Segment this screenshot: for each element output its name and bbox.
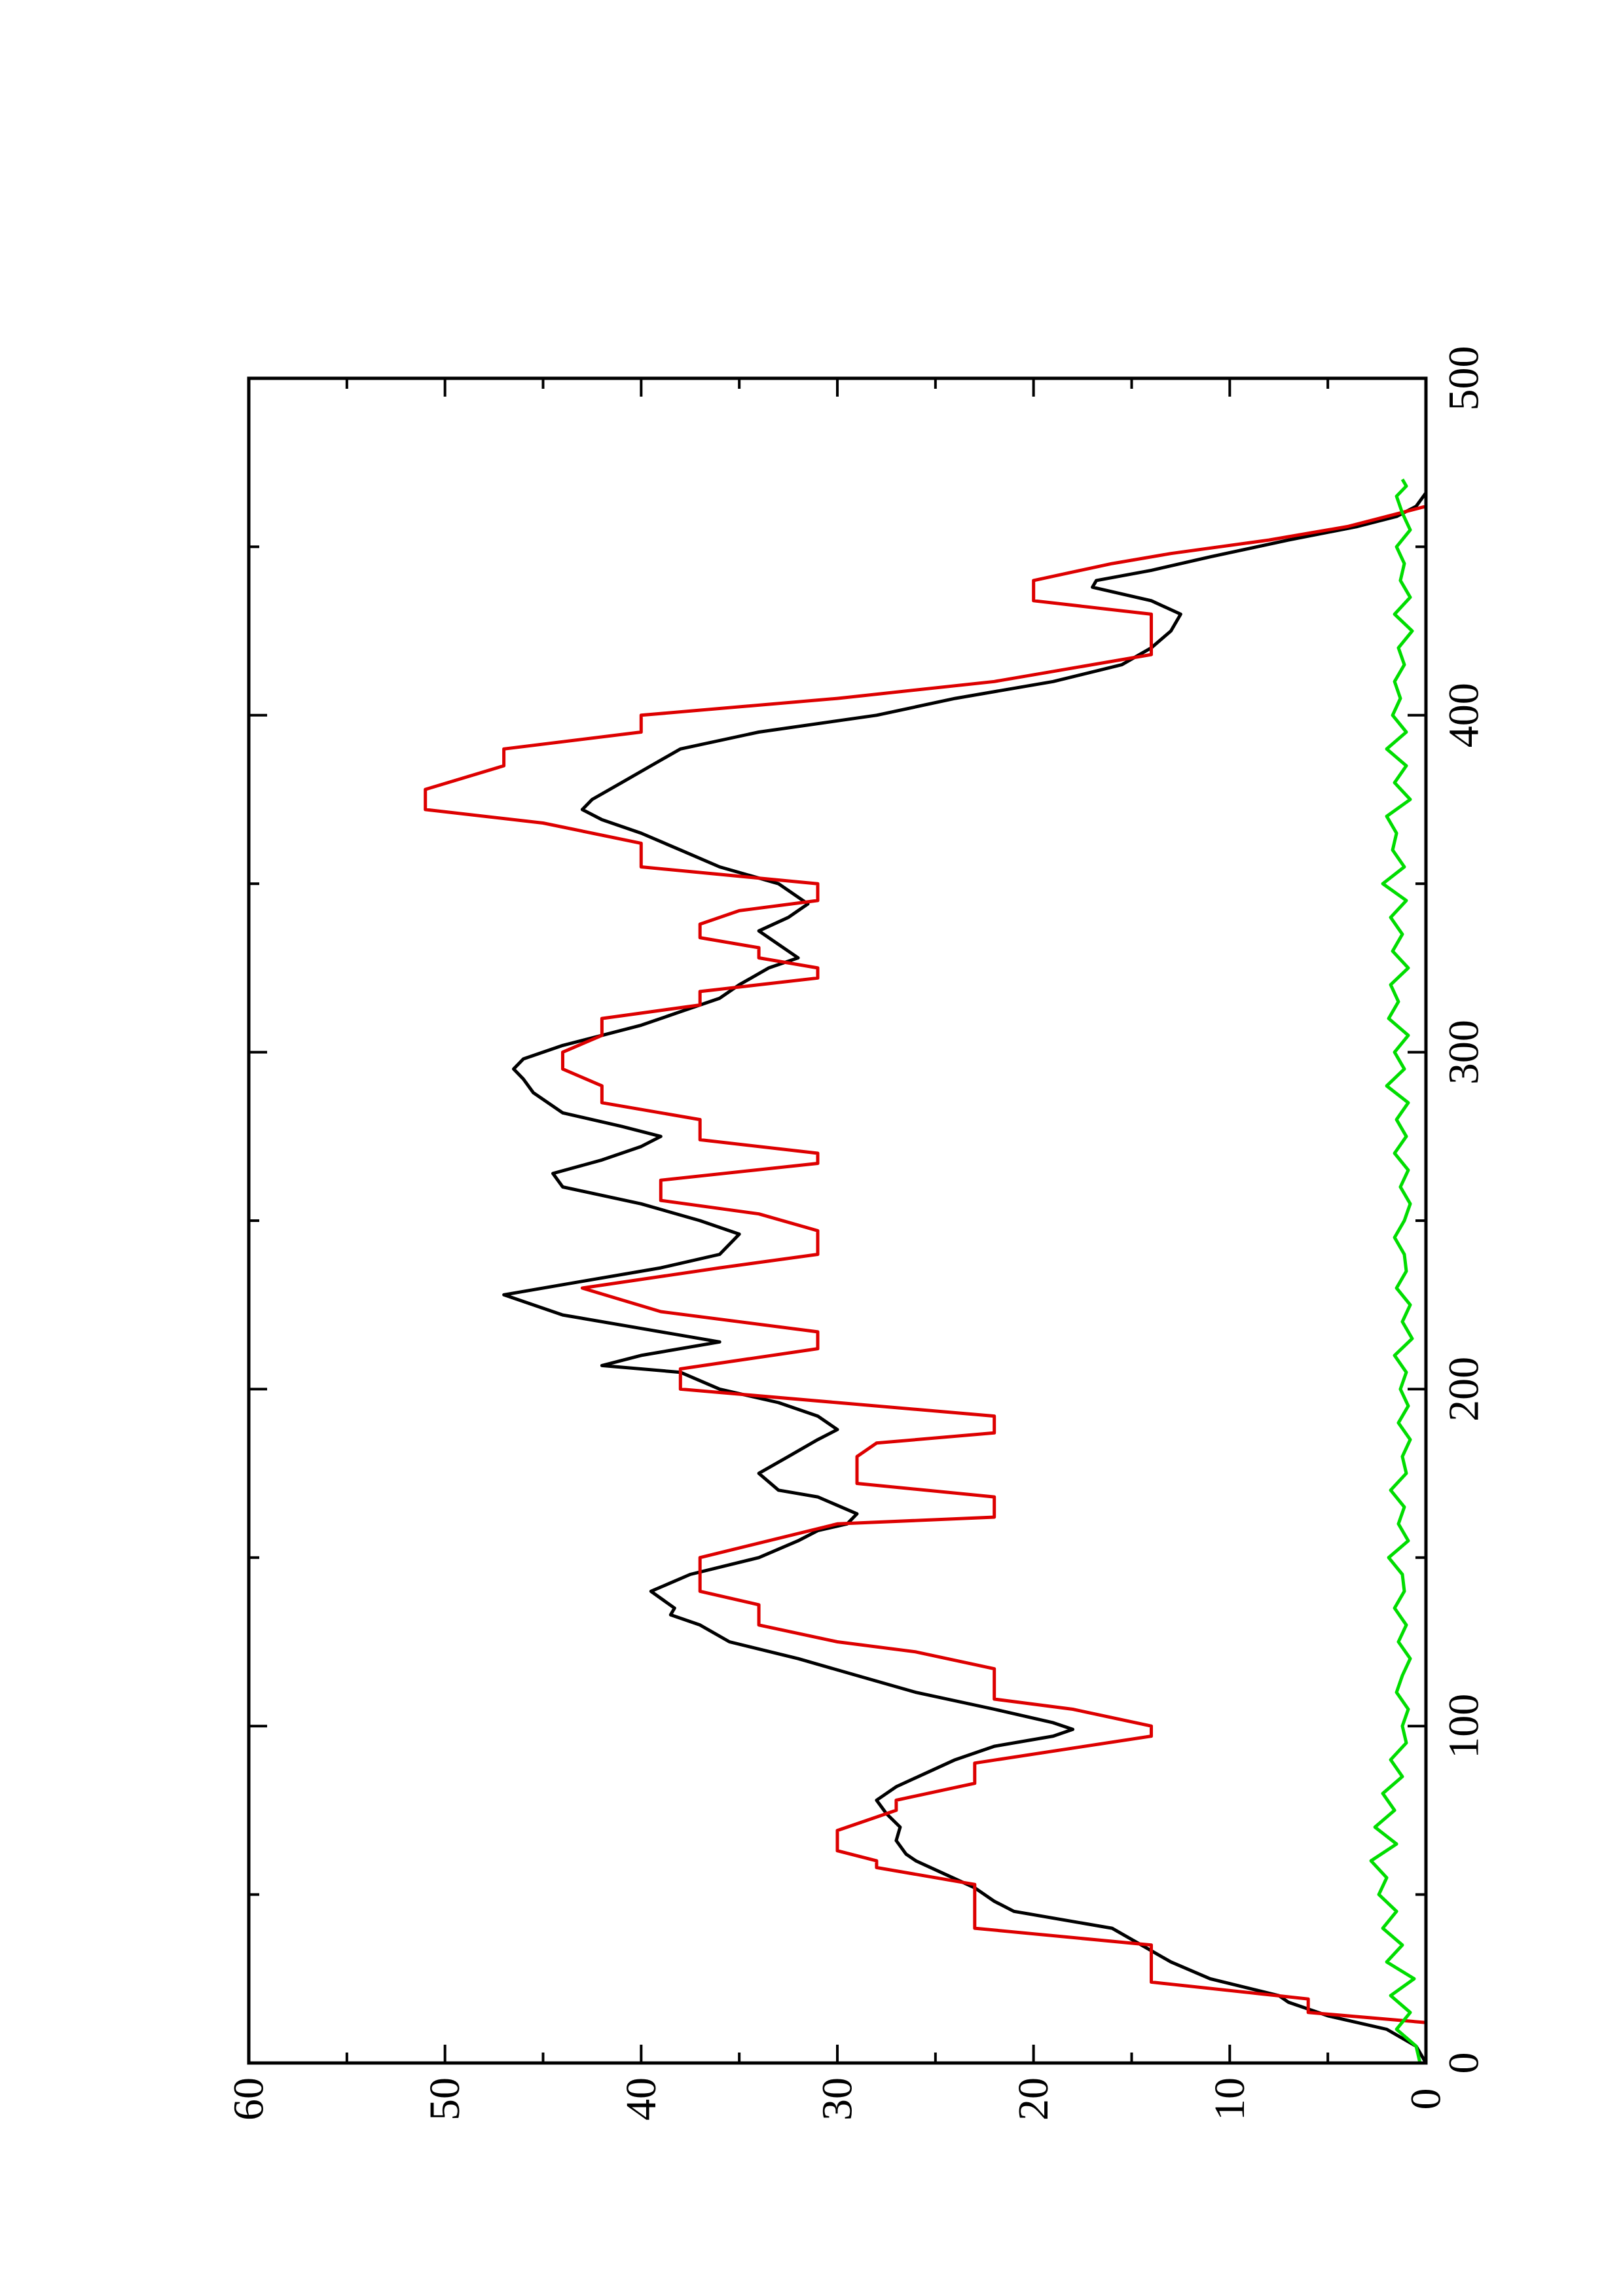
y-tick-label: 50 — [421, 2077, 469, 2121]
ticks-layer — [247, 377, 1427, 2064]
x-tick-label: 400 — [1440, 683, 1488, 747]
y-tick-label: 10 — [1206, 2077, 1254, 2121]
plot-frame — [247, 376, 1428, 2065]
x-tick-label: 500 — [1440, 346, 1488, 411]
series-line-red — [424, 479, 1428, 2063]
x-tick-label: 100 — [1440, 1694, 1488, 1759]
tick-labels: 0 100 200 300 400 500 0 10 20 30 40 50 60 — [225, 346, 1488, 2121]
y-tick-label: 60 — [225, 2077, 273, 2121]
y-tick-label: 0 — [1402, 2089, 1450, 2110]
series-line-green — [1369, 478, 1422, 2064]
y-tick-label: 20 — [1010, 2077, 1057, 2121]
series-line-black — [502, 479, 1428, 2064]
plot-area: 0 100 200 300 400 500 0 10 20 30 40 50 60 — [225, 346, 1488, 2121]
x-tick-label: 200 — [1440, 1357, 1488, 1422]
series-layer — [424, 478, 1428, 2064]
x-tick-label: 0 — [1440, 2053, 1488, 2074]
y-tick-label: 30 — [814, 2077, 862, 2121]
x-tick-label: 300 — [1440, 1020, 1488, 1085]
y-tick-label: 40 — [617, 2077, 665, 2121]
